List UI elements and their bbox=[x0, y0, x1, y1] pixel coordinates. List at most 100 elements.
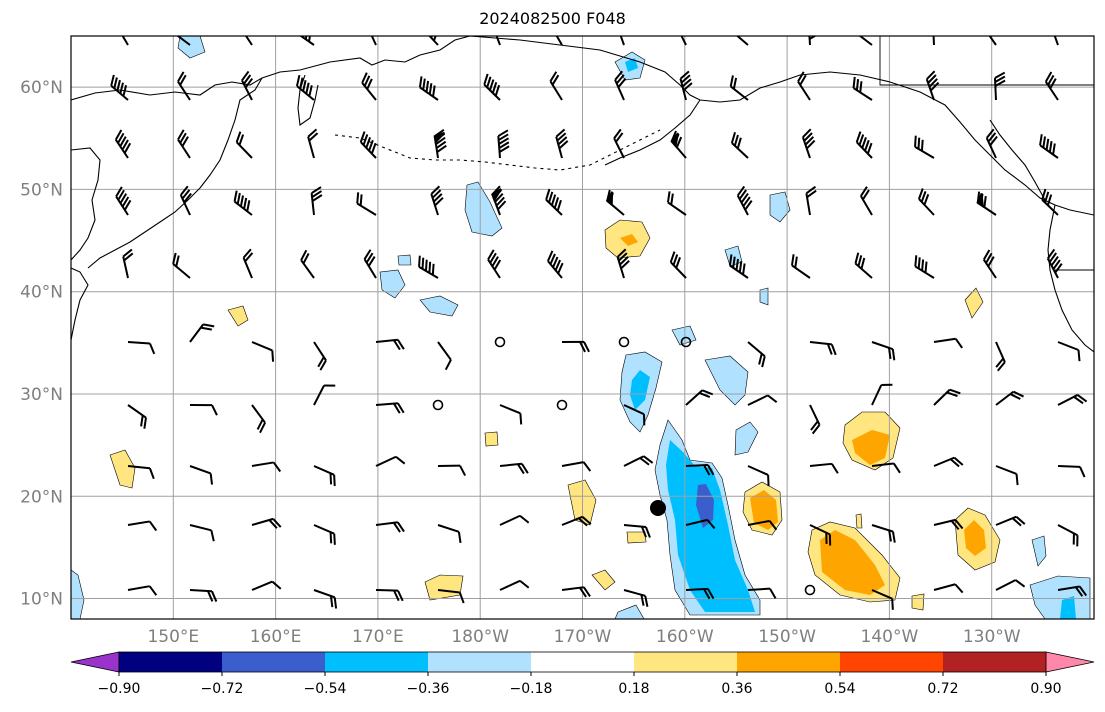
map-frame bbox=[70, 35, 1095, 620]
positive-anomaly-region bbox=[855, 513, 863, 529]
wind-barb bbox=[729, 75, 749, 101]
wind-barb bbox=[679, 70, 693, 101]
wind-barb bbox=[917, 188, 935, 216]
wind-barb bbox=[995, 341, 1006, 372]
wind-barb bbox=[747, 341, 766, 368]
wind-barb bbox=[179, 185, 192, 216]
lon-label: 160°W bbox=[656, 627, 714, 647]
wind-barb bbox=[437, 589, 465, 604]
wind-barb bbox=[675, 36, 687, 46]
latitude-labels: 60°N 50°N 40°N 30°N 20°N 10°N bbox=[20, 78, 63, 609]
wind-barb bbox=[871, 383, 893, 406]
wind-barb bbox=[359, 131, 377, 159]
positive-anomaly-core bbox=[820, 530, 885, 595]
negative-anomaly-region bbox=[704, 355, 749, 406]
wind-barb bbox=[614, 70, 627, 101]
wind-barb bbox=[437, 341, 452, 371]
negative-anomaly-core bbox=[625, 58, 638, 72]
okhotsk-coastline bbox=[71, 147, 101, 261]
wind-barb bbox=[499, 404, 523, 425]
wind-barb bbox=[300, 249, 315, 279]
colorbar: −0.90 −0.72 −0.54 −0.36 −0.18 0.18 0.36 0.54 0.7… bbox=[70, 651, 1095, 697]
wind-barb bbox=[1049, 36, 1059, 46]
negative-anomaly-region bbox=[1029, 575, 1091, 619]
colorbar-segment bbox=[943, 652, 1047, 672]
calm-wind-marker bbox=[556, 399, 568, 411]
negative-anomaly-core bbox=[666, 440, 755, 612]
wind-barb bbox=[295, 36, 315, 46]
wind-barb bbox=[855, 131, 873, 159]
positive-anomaly-region bbox=[424, 574, 464, 601]
wind-barb bbox=[1057, 465, 1086, 478]
wind-barb bbox=[363, 249, 377, 279]
wind-barb bbox=[933, 388, 961, 406]
wind-barb bbox=[871, 341, 896, 361]
wind-barb bbox=[177, 71, 191, 101]
wind-barb bbox=[177, 129, 191, 159]
positive-anomaly-region bbox=[227, 305, 249, 327]
wind-barb bbox=[933, 518, 964, 531]
positive-anomaly-region bbox=[911, 593, 925, 611]
wind-barb bbox=[127, 341, 156, 355]
wind-barb bbox=[809, 404, 821, 435]
colorbar-tick-label: 0.90 bbox=[1030, 681, 1061, 697]
negative-anomaly-region bbox=[614, 604, 645, 619]
wind-barb bbox=[871, 589, 894, 610]
wind-barb bbox=[747, 394, 778, 406]
wind-barb bbox=[555, 128, 569, 159]
wind-barb bbox=[422, 36, 439, 46]
colorbar-outline bbox=[118, 651, 1047, 673]
wind-barb bbox=[685, 389, 714, 406]
strong-negative-core bbox=[696, 484, 714, 528]
wind-barb bbox=[375, 402, 405, 414]
kamchatka-east-coastline bbox=[297, 74, 319, 126]
wind-barb bbox=[171, 36, 191, 46]
wind-barb bbox=[189, 589, 218, 602]
graticule bbox=[71, 36, 1094, 619]
colorbar-extend-high bbox=[1045, 651, 1095, 673]
wind-barb bbox=[623, 589, 649, 607]
colorbar-tick-label: 0.54 bbox=[824, 681, 855, 697]
wind-barb bbox=[189, 524, 215, 542]
wind-barb bbox=[747, 465, 770, 487]
wind-barb bbox=[433, 129, 447, 159]
lon-label: 160°E bbox=[250, 627, 302, 647]
wind-barb bbox=[854, 252, 873, 279]
lat-label: 20°N bbox=[20, 487, 63, 507]
wind-barb bbox=[860, 186, 873, 216]
colorbar-extend-low bbox=[70, 651, 120, 673]
wind-barb bbox=[313, 341, 327, 371]
wind-barb bbox=[1044, 71, 1059, 101]
wind-barb bbox=[982, 249, 997, 279]
lon-label: 130°W bbox=[963, 627, 1021, 647]
wind-barb bbox=[605, 189, 625, 216]
wind-barb bbox=[172, 252, 191, 279]
wind-barb bbox=[1041, 188, 1059, 216]
wind-barb bbox=[375, 589, 404, 602]
lon-label: 170°W bbox=[554, 627, 612, 647]
bc-coastline bbox=[989, 119, 1046, 201]
aleutian-island-chain bbox=[334, 129, 661, 171]
negative-anomaly-region bbox=[379, 269, 406, 299]
colorbar-segment bbox=[840, 652, 944, 672]
wind-barb bbox=[251, 341, 275, 362]
wind-barb bbox=[933, 583, 964, 594]
coastlines bbox=[71, 36, 1094, 353]
positive-anomaly-core bbox=[852, 430, 890, 465]
wind-barb bbox=[547, 250, 564, 279]
wind-barb bbox=[115, 186, 132, 216]
colorbar-segment bbox=[531, 652, 635, 672]
wind-barb bbox=[925, 70, 940, 101]
wind-barb bbox=[613, 128, 625, 159]
wind-barb bbox=[933, 456, 964, 468]
calm-wind-marker bbox=[432, 399, 444, 411]
calm-wind-marker bbox=[494, 336, 506, 348]
wind-barb bbox=[1057, 524, 1079, 547]
negative-anomaly-core bbox=[1060, 596, 1076, 619]
wind-barb bbox=[189, 465, 214, 485]
storm-center-marker bbox=[650, 500, 666, 516]
longitude-labels: 150°E 160°E 170°E 180°W 170°W 160°W 150°W 140°W… bbox=[147, 627, 1020, 647]
wind-barb bbox=[853, 36, 873, 46]
japan-hokkaido-coastline bbox=[71, 267, 89, 341]
positive-anomaly-region bbox=[591, 569, 616, 591]
